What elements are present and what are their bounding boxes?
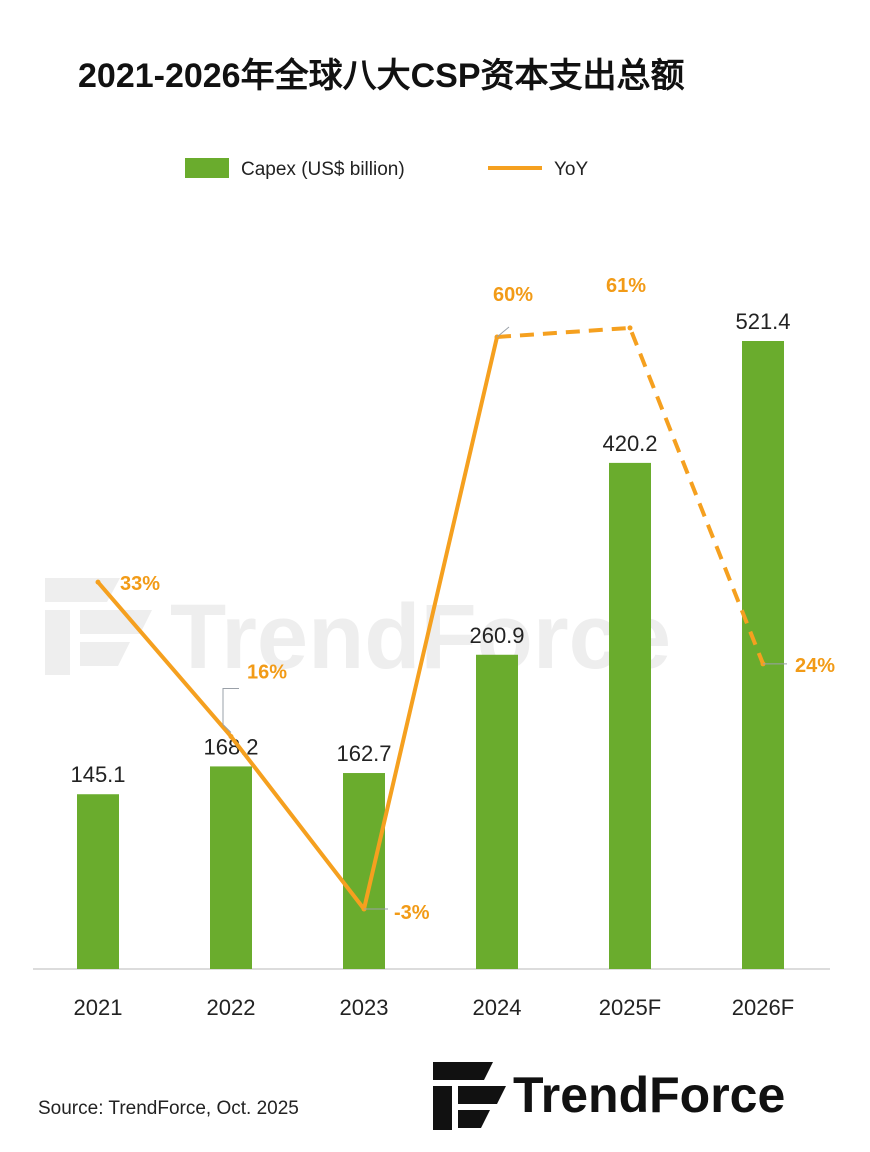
bar-2021: [77, 794, 119, 969]
trendforce-logo-icon: [433, 1062, 506, 1130]
yoy-value-label-2021: 33%: [120, 573, 160, 595]
bars: [77, 341, 784, 969]
yoy-value-label-2026F: 24%: [795, 655, 835, 677]
yoy-value-label-2025F: 61%: [606, 275, 646, 297]
brand-logo-text: TrendForce: [513, 1067, 785, 1123]
bar-2026F: [742, 341, 784, 969]
yoy-leader-lines: [222, 326, 787, 910]
bar-value-label-2024: 260.9: [469, 623, 524, 648]
x-tick-label-2022: 2022: [207, 995, 256, 1020]
bar-2025F: [609, 462, 651, 969]
yoy-leader-2024: [496, 326, 510, 338]
source-note: Source: TrendForce, Oct. 2025: [38, 1098, 299, 1119]
bar-value-label-2025F: 420.2: [602, 431, 657, 456]
yoy-value-label-2022: 16%: [247, 661, 287, 683]
x-tick-label-2023: 2023: [340, 995, 389, 1020]
yoy-line: [95, 325, 766, 912]
bar-2023: [343, 773, 385, 969]
yoy-point-2025F: [627, 325, 633, 331]
legend-label-bar: Capex (US$ billion): [241, 159, 405, 180]
category-labels: 2021 2022 2023 2024 2025F 2026F: [74, 995, 795, 1020]
yoy-point-2022: [228, 733, 234, 739]
bar-2024: [476, 654, 518, 969]
bar-2022: [210, 766, 252, 969]
bar-value-label-2021: 145.1: [70, 762, 125, 787]
x-tick-label-2025F: 2025F: [599, 995, 661, 1020]
yoy-line-forecast: [496, 325, 765, 665]
yoy-line-actual: [96, 336, 499, 911]
legend: Capex (US$ billion) YoY: [185, 158, 588, 180]
chart-title: 2021-2026年全球八大CSP资本支出总额: [78, 56, 685, 95]
bar-value-label-2026F: 521.4: [735, 309, 790, 334]
yoy-point-2021: [95, 579, 101, 585]
yoy-leader-2022: [222, 687, 239, 733]
bar-value-label-2023: 162.7: [336, 741, 391, 766]
yoy-labels: 33% 16% -3% 60% 61% 24%: [120, 275, 835, 924]
legend-label-line: YoY: [554, 159, 588, 180]
yoy-value-label-2023: -3%: [394, 902, 430, 924]
legend-swatch-bar: [185, 158, 229, 178]
x-tick-label-2026F: 2026F: [732, 995, 794, 1020]
brand-logo: TrendForce: [433, 1062, 785, 1130]
x-tick-label-2024: 2024: [473, 995, 522, 1020]
yoy-value-label-2024: 60%: [493, 284, 533, 306]
x-tick-label-2021: 2021: [74, 995, 123, 1020]
watermark-logo-icon: [45, 578, 152, 675]
